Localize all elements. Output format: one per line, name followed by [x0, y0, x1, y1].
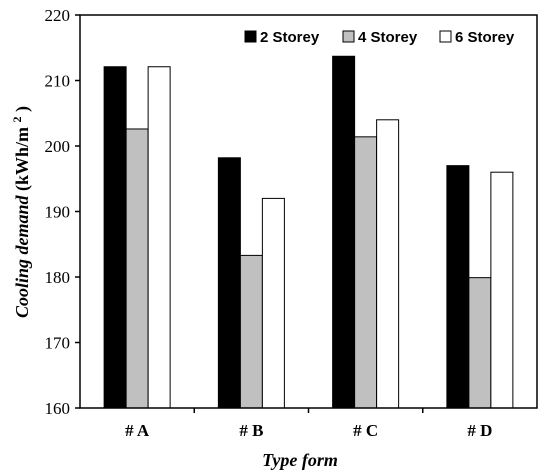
bar-4-storey-3: [354, 136, 378, 409]
y-axis-title-unit: (kWh/m: [12, 127, 33, 191]
bar-2-storey-1: [103, 66, 127, 409]
y-tick-label: 200: [45, 137, 71, 156]
bar-4-storey-2: [239, 254, 263, 409]
bar-4-storey-4: [468, 277, 492, 409]
bar-6-storey-4: [490, 171, 514, 409]
y-tick-label: 220: [45, 6, 71, 25]
y-tick-label: 190: [45, 203, 71, 222]
x-category-label: # C: [353, 421, 378, 440]
bar-6-storey-2: [261, 197, 285, 409]
legend-swatch: [342, 30, 355, 43]
y-tick-label: 180: [45, 268, 71, 287]
legend-label: 2 Storey: [260, 29, 320, 46]
bar-2-storey-4: [446, 165, 470, 409]
bar-6-storey-1: [147, 66, 171, 409]
y-axis-title-main: Cooling demand: [12, 195, 32, 319]
bar-2-storey-2: [217, 157, 241, 409]
legend-swatch: [244, 30, 257, 43]
legend-swatch: [439, 30, 452, 43]
y-axis-title: Cooling demand (kWh/m 2 ): [10, 106, 33, 318]
x-category-label: # D: [467, 421, 492, 440]
x-axis-title: Type form: [262, 450, 338, 470]
y-tick-label: 170: [45, 334, 71, 353]
y-tick-label: 160: [45, 399, 71, 418]
y-axis-title-close: ): [12, 106, 33, 112]
legend-label: 4 Storey: [358, 29, 418, 46]
bar-4-storey-1: [125, 128, 149, 409]
bar-2-storey-3: [332, 55, 356, 409]
x-category-label: # A: [125, 421, 150, 440]
legend-label: 6 Storey: [455, 29, 515, 46]
x-category-label: # B: [239, 421, 263, 440]
y-axis-title-sup: 2: [10, 116, 24, 122]
y-tick-label: 210: [45, 72, 71, 91]
bar-6-storey-3: [376, 119, 400, 409]
